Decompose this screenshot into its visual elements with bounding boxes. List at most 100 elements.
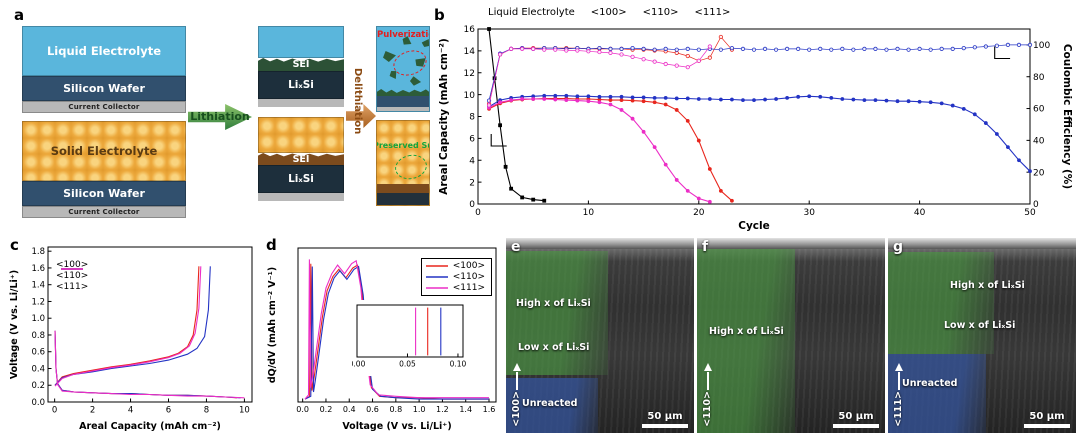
- svg-text:0.4: 0.4: [343, 405, 356, 414]
- sei-layer: SEI: [258, 153, 344, 165]
- sem-surface-edge: [506, 238, 694, 249]
- legend-marker-icon: [425, 265, 448, 267]
- panel-a: a Liquid Electrolyte Silicon Wafer Curre…: [0, 0, 432, 234]
- pulverization-label: Pulverization: [377, 30, 429, 40]
- svg-text:0.6: 0.6: [31, 348, 45, 358]
- unreacted-region-overlay: [506, 378, 598, 433]
- solid-electrolyte-block: Solid Electrolyte: [22, 121, 186, 181]
- pulverization-box: Pulverization: [376, 26, 430, 112]
- svg-text:0.2: 0.2: [31, 381, 45, 391]
- legend-marker-icon: [61, 268, 83, 270]
- svg-text:2: 2: [90, 406, 95, 416]
- svg-text:0: 0: [475, 208, 481, 218]
- panel-f-label: f: [702, 239, 709, 255]
- sem-surface-edge: [697, 238, 885, 249]
- svg-text:6: 6: [469, 135, 475, 145]
- spacer: [258, 107, 344, 117]
- svg-text:0.4: 0.4: [31, 364, 45, 374]
- svg-text:30: 30: [803, 208, 815, 218]
- svg-text:0: 0: [52, 406, 57, 416]
- scale-bar-line: [642, 424, 688, 428]
- legend-label: <111>: [452, 283, 485, 293]
- crystal-orientation-arrow: <110>: [702, 363, 713, 427]
- lixsi-layer: LiₓSi: [258, 71, 344, 99]
- sem-surface-edge: [888, 238, 1076, 249]
- svg-text:0.0: 0.0: [31, 398, 45, 408]
- lithiated-region-overlay: [506, 251, 608, 375]
- voltage-profile-chart: 0 2 4 6 8 10 0.0 0.2 0.4 0.6 0.8 1.0 1.2 1.4 1.6 1.8 Are…: [9, 246, 253, 432]
- orientation-label: <111>: [893, 391, 904, 427]
- svg-text:12: 12: [464, 69, 475, 79]
- silicon-wafer-block: Silicon Wafer: [22, 181, 186, 206]
- svg-text:20: 20: [1033, 168, 1045, 178]
- liquid-electrolyte-block: [258, 26, 344, 58]
- solid-electrolyte-block: [258, 117, 344, 153]
- preserved-surface-highlight-ellipse: [392, 151, 429, 183]
- current-collector-strip: [377, 107, 429, 111]
- legend-label: <110>: [642, 7, 679, 18]
- svg-text:1.2: 1.2: [31, 297, 45, 307]
- svg-text:0: 0: [469, 200, 475, 210]
- svg-text:10: 10: [464, 91, 476, 101]
- scale-bar: 50 μm: [1024, 411, 1070, 428]
- svg-text:8: 8: [204, 406, 209, 416]
- damaged-surface-strip: [377, 89, 429, 96]
- scale-bar-line: [833, 424, 879, 428]
- high-x-label: High x of LiₓSi: [516, 298, 591, 309]
- svg-text:1.0: 1.0: [31, 314, 45, 324]
- panel-c-label: c: [10, 236, 19, 254]
- svg-text:1.6: 1.6: [31, 264, 45, 274]
- lithiated-stacks: SEI LiₓSi SEI LiₓSi: [258, 26, 344, 201]
- svg-text:8: 8: [469, 113, 475, 123]
- panel-b: b Liquid Electrolyte <100> <110> <111> 0 10 2…: [430, 2, 1080, 234]
- arrow-shaft: [706, 372, 709, 391]
- panel-d-label: d: [266, 236, 277, 254]
- svg-text:50: 50: [1024, 208, 1036, 218]
- panel-c-legend: <100> <110> <111>: [56, 260, 88, 292]
- delithiated-results: Pulverization Preserved Surface: [376, 26, 430, 206]
- svg-text:2: 2: [469, 178, 475, 188]
- svg-text:14: 14: [464, 47, 476, 57]
- legend-item: <110>: [497, 7, 679, 37]
- arrow-shaft: [515, 372, 518, 391]
- legend-label: Liquid Electrolyte: [488, 7, 575, 18]
- up-arrow-icon: [894, 363, 903, 372]
- current-collector-block: Current Collector: [22, 101, 186, 113]
- svg-text:60: 60: [1033, 105, 1045, 115]
- panel-c: c 0 2 4 6 8 10 0.0 0.2 0.4 0.6 0.8 1.0 1.2 1.4 1.6 1.8 A…: [4, 236, 262, 434]
- high-x-label: High x of LiₓSi: [709, 326, 784, 337]
- unreacted-region-overlay: [888, 354, 986, 433]
- orientation-label: <100>: [511, 391, 522, 427]
- legend-item: <111>: [497, 7, 730, 37]
- svg-text:1.4: 1.4: [31, 281, 45, 291]
- orientation-label: <110>: [702, 391, 713, 427]
- legend-label: <111>: [56, 282, 89, 292]
- electrolyte-stacks: Liquid Electrolyte Silicon Wafer Current…: [22, 26, 186, 218]
- sei-strip: [377, 184, 429, 193]
- svg-text:1.0: 1.0: [413, 405, 426, 414]
- preserved-surface-label: Preserved Surface: [376, 141, 429, 150]
- svg-text:40: 40: [914, 208, 926, 218]
- svg-text:10: 10: [583, 208, 595, 218]
- panel-b-label: b: [434, 6, 445, 24]
- panel-d: d 0.0 0.2 0.4 0.6 0.8 1.0 1.2 1.4 1.6 Voltage (V …: [264, 236, 504, 434]
- legend-item: <111>: [425, 283, 485, 293]
- dqdv-inset: 0.00 0.05 0.10: [349, 300, 468, 376]
- panel-d-legend: <100> <110> <111>: [420, 258, 492, 296]
- svg-text:0.8: 0.8: [389, 405, 402, 414]
- spacer: [22, 113, 186, 121]
- svg-text:0.8: 0.8: [31, 331, 45, 341]
- preserved-surface-box: Preserved Surface: [376, 120, 430, 206]
- lithiated-region-overlay: [888, 252, 994, 354]
- legend-label: <100>: [452, 261, 485, 271]
- svg-text:0.00: 0.00: [352, 360, 366, 369]
- lixsi-strip: [377, 193, 429, 205]
- panel-e-label: e: [511, 239, 521, 255]
- svg-text:16: 16: [464, 25, 476, 35]
- svg-text:80: 80: [1033, 73, 1045, 83]
- svg-text:Areal Capacity (mAh cm⁻²): Areal Capacity (mAh cm⁻²): [79, 421, 221, 432]
- current-collector-block: [258, 99, 344, 107]
- scale-bar-label: 50 μm: [1029, 411, 1065, 422]
- dqdv-inset-chart: 0.00 0.05 0.10: [349, 304, 467, 369]
- legend-item: Liquid Electrolyte: [488, 7, 575, 37]
